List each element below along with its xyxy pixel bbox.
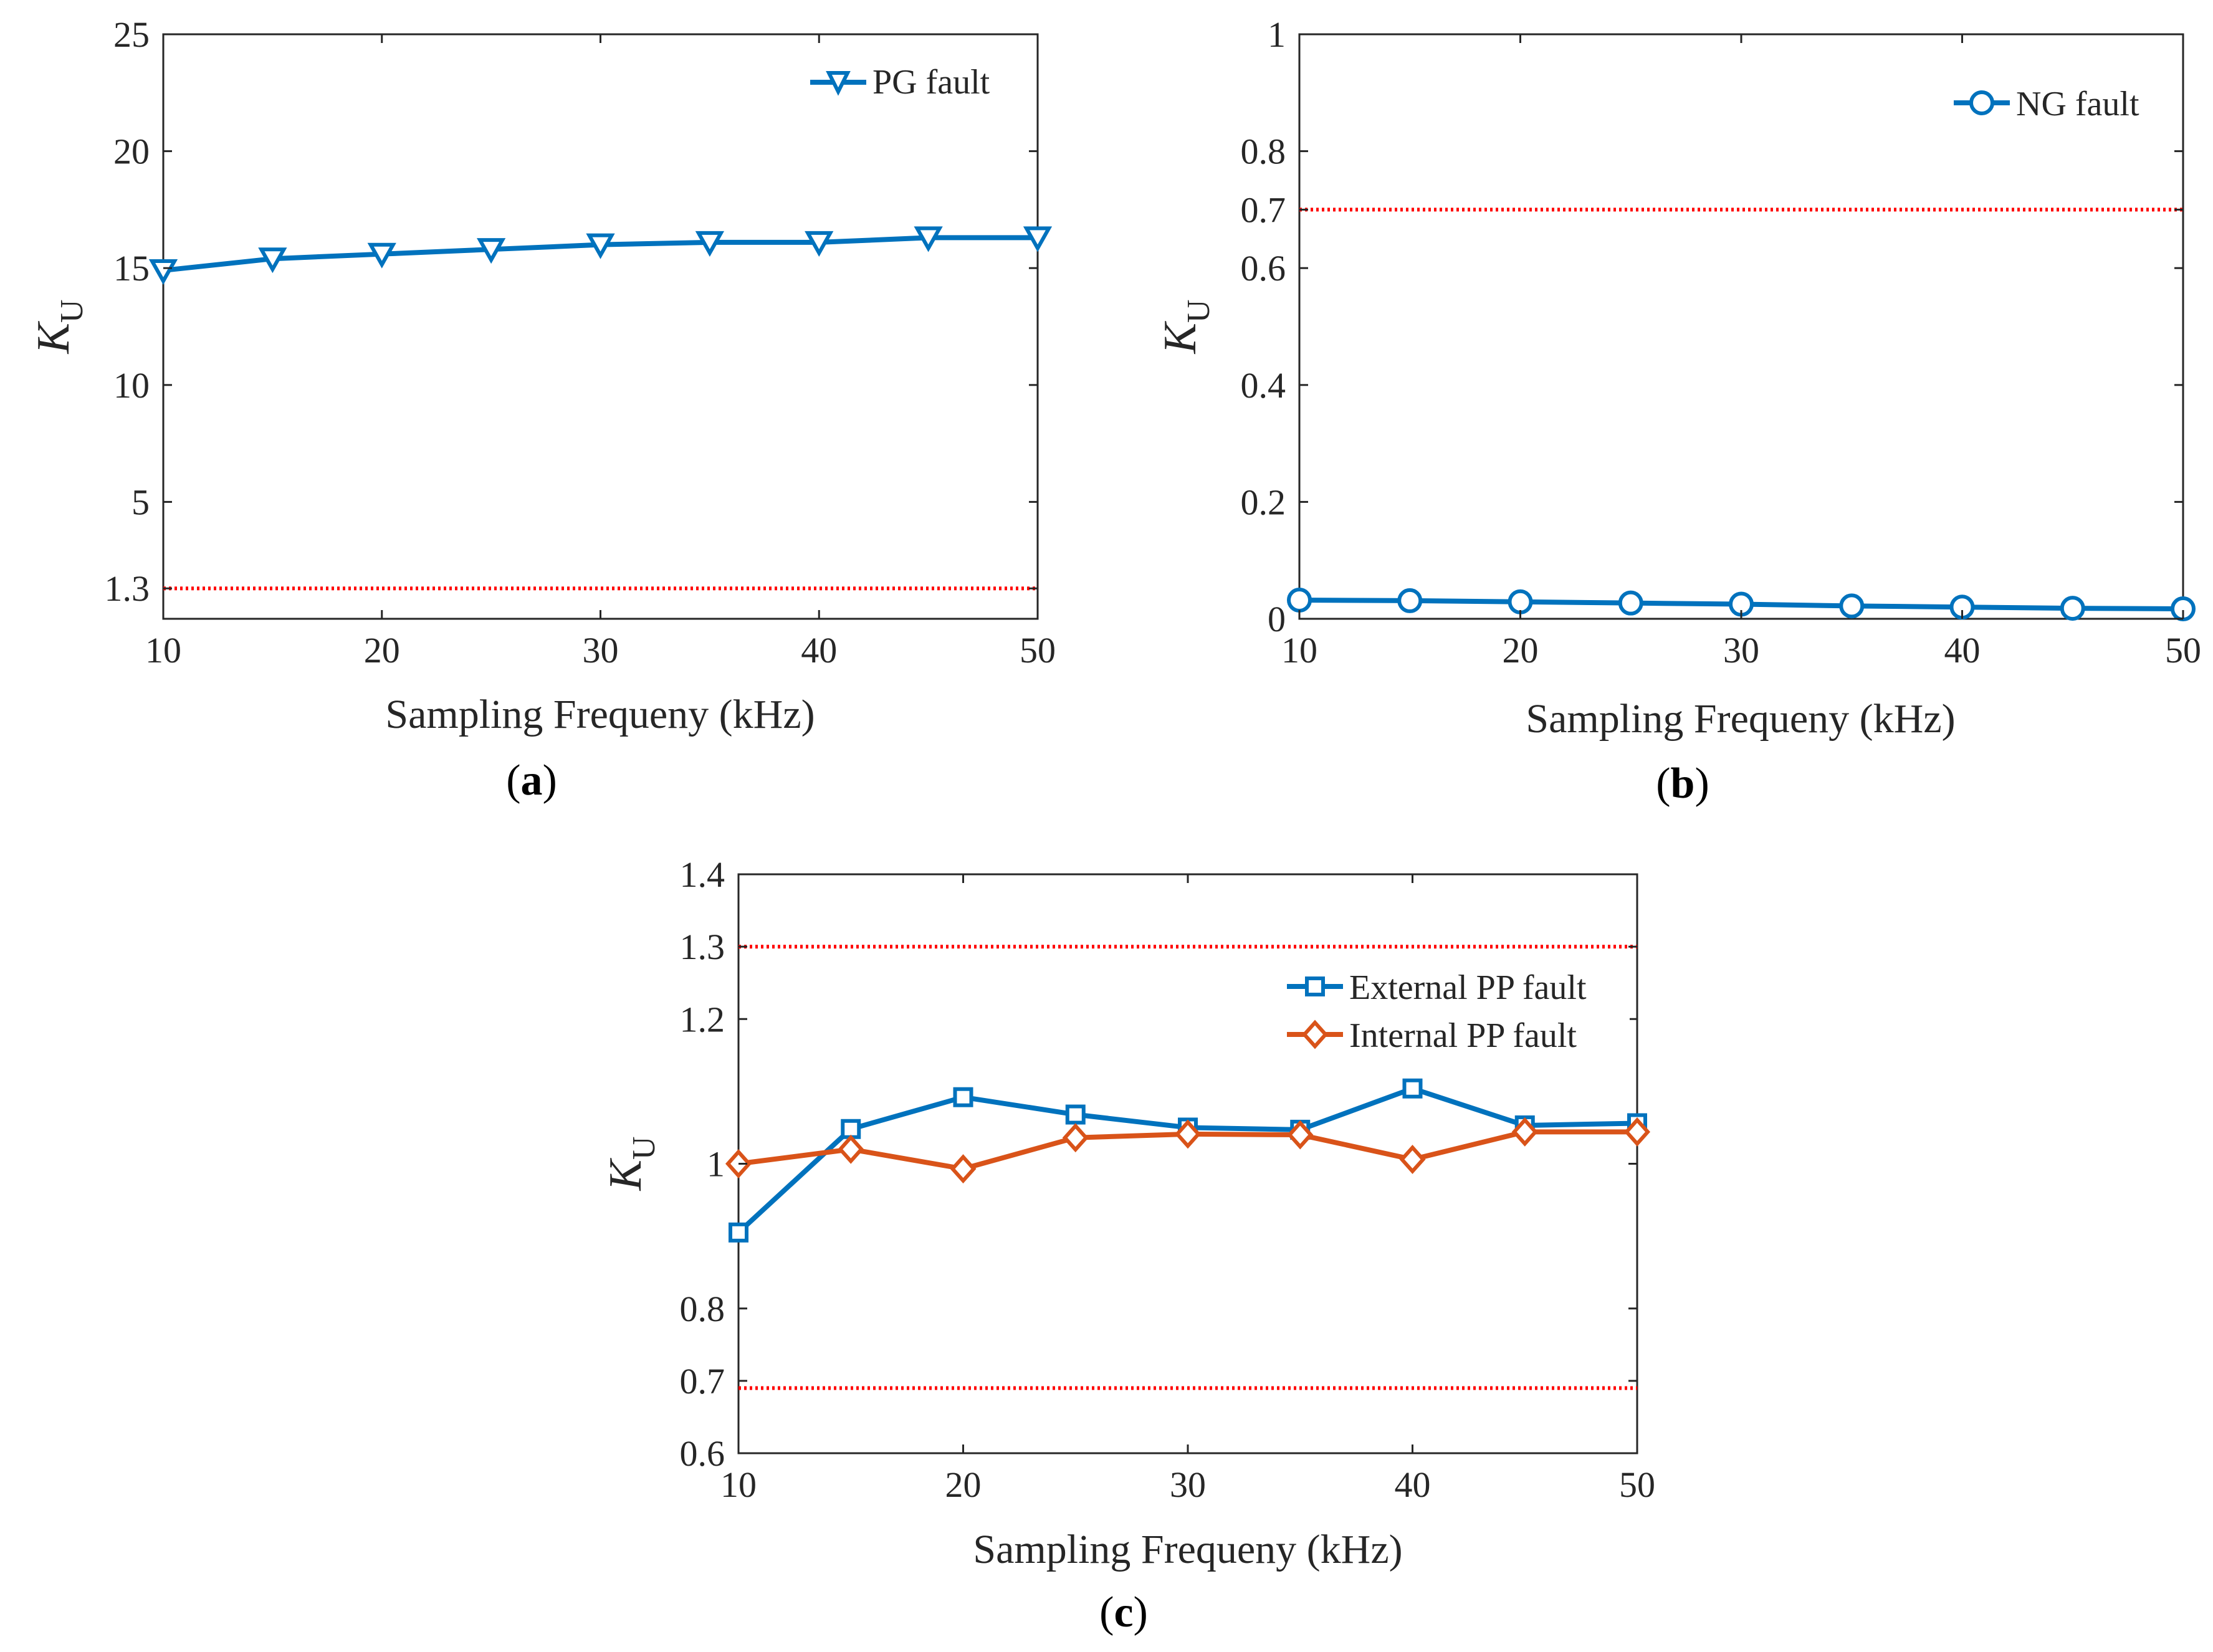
x-axis-label-a: Sampling Frequeny (kHz): [385, 692, 815, 737]
legend-label-a: PG fault: [872, 63, 990, 102]
panel-c: 10 20 30 40 50 0.6 0.7 0.8 1 1.2 1.3 1.4 Sampling …: [600, 854, 1655, 1636]
legend-box-c: [1281, 965, 1630, 1064]
y-axis-label-a: KU: [28, 300, 90, 355]
data-point-a-0: [586, 233, 615, 259]
x-tick-label-a: 10: [145, 630, 181, 671]
y-tick-label-b: 0.8: [1241, 131, 1286, 172]
data-point-c-1: [1287, 1120, 1314, 1150]
data-point-a-0: [914, 226, 943, 252]
legend-c: External PP fault Internal PP fault: [1281, 965, 1630, 1064]
data-point-c-1: [1062, 1123, 1089, 1153]
svg-text:KU: KU: [1155, 300, 1216, 355]
data-point-c-1: [838, 1134, 864, 1164]
y-tick-label-b: 0.4: [1241, 365, 1286, 406]
y-axis-label-sub-c: U: [626, 1137, 662, 1160]
data-point-c-1: [1511, 1117, 1538, 1147]
data-point-c-0: [1065, 1104, 1086, 1125]
y-tick-label-a: 1.3: [105, 568, 150, 609]
panel-label-a: (a): [506, 757, 557, 805]
y-axis-label-main-b: K: [1155, 320, 1206, 354]
data-point-b-0: [2060, 596, 2085, 621]
legend-label-external: External PP fault: [1349, 968, 1587, 1007]
data-point-a-0: [148, 259, 178, 285]
y-tick-label-c: 1.3: [680, 927, 725, 967]
y-tick-label-c: 0.8: [680, 1289, 725, 1329]
x-tick-label-c: 20: [945, 1464, 982, 1505]
y-axis-label-c: KU: [600, 1137, 662, 1191]
data-point-c-0: [1402, 1078, 1423, 1099]
y-tick-label-c: 1: [707, 1144, 725, 1185]
x-tick-label-c: 40: [1395, 1464, 1431, 1505]
panel-a: 10 20 30 40 50 1.3 5 10 15 20 25 Sampling Frequen…: [28, 14, 1056, 805]
x-axis-label-c: Sampling Frequeny (kHz): [973, 1527, 1402, 1572]
svg-text:KU: KU: [28, 300, 90, 355]
panel-b: 10 20 30 40 50 0 0.2 0.4 0.6 0.7 0.8 1 Sampling Fr…: [1155, 14, 2201, 808]
y-axis-label-sub-b: U: [1181, 300, 1216, 323]
y-tick-label-c: 0.7: [680, 1361, 725, 1401]
data-point-c-0: [953, 1087, 973, 1107]
data-point-c-1: [950, 1154, 977, 1184]
x-tick-label-b: 10: [1281, 630, 1317, 671]
x-tick-label-b: 40: [1944, 630, 1981, 671]
y-tick-label-b: 0.6: [1241, 248, 1286, 289]
data-point-a-0: [805, 231, 834, 257]
y-tick-label-a: 5: [131, 482, 150, 522]
data-point-c-1: [1623, 1117, 1651, 1147]
legend-marker-a: [826, 71, 851, 96]
x-axis-label-b: Sampling Frequeny (kHz): [1526, 696, 1955, 742]
legend-a: PG fault: [801, 59, 1022, 109]
x-tick-label-a: 40: [801, 630, 837, 671]
legend-label-internal: Internal PP fault: [1349, 1016, 1577, 1055]
y-tick-label-b: 0.7: [1241, 189, 1286, 230]
data-point-b-0: [1508, 589, 1533, 614]
x-tick-label-a: 30: [583, 630, 619, 671]
data-point-a-0: [1023, 226, 1053, 252]
y-axis-label-main-c: K: [600, 1157, 651, 1191]
y-axis-label-main-a: K: [28, 320, 79, 354]
x-tick-label-b: 20: [1503, 630, 1539, 671]
y-axis-label-b: KU: [1155, 300, 1216, 355]
x-tick-label-b: 30: [1723, 630, 1759, 671]
x-tick-label-b: 50: [2165, 630, 2201, 671]
legend-marker-b: [1969, 90, 1994, 115]
y-axis-label-sub-a: U: [54, 300, 90, 323]
legend-label-b: NG fault: [2016, 85, 2139, 123]
y-tick-label-a: 10: [113, 365, 150, 406]
y-tick-label-c: 1.2: [680, 999, 725, 1039]
panel-label-c: (c): [1099, 1588, 1148, 1636]
x-tick-label-c: 50: [1619, 1464, 1655, 1505]
y-tick-label-c: 1.4: [680, 854, 725, 895]
x-tick-label-c: 10: [720, 1464, 757, 1505]
data-point-a-0: [367, 242, 396, 269]
y-tick-label-b: 0: [1268, 599, 1286, 639]
x-tick-label-a: 50: [1020, 630, 1056, 671]
data-point-b-0: [1839, 593, 1865, 619]
panel-label-b: (b): [1656, 760, 1709, 808]
x-tick-label-a: 20: [364, 630, 400, 671]
y-tick-label-a: 25: [113, 14, 150, 55]
data-point-b-0: [1397, 588, 1423, 613]
data-point-b-0: [1287, 587, 1312, 613]
y-tick-label-b: 1: [1268, 14, 1286, 55]
data-point-a-0: [258, 247, 287, 274]
y-tick-label-a: 15: [113, 248, 150, 289]
legend-marker-internal: [1301, 1019, 1329, 1049]
y-tick-label-c: 0.6: [680, 1433, 725, 1474]
data-point-c-1: [1174, 1119, 1202, 1149]
data-point-a-0: [476, 238, 506, 264]
y-tick-label-a: 20: [113, 131, 150, 172]
legend-b: NG fault: [1944, 81, 2172, 131]
data-point-c-1: [1399, 1145, 1426, 1175]
y-tick-label-b: 0.2: [1241, 482, 1286, 522]
data-point-c-0: [729, 1222, 748, 1243]
legend-marker-external: [1305, 976, 1325, 996]
data-point-b-0: [1618, 590, 1643, 616]
x-tick-label-c: 30: [1170, 1464, 1206, 1505]
data-point-a-0: [695, 231, 725, 257]
svg-text:KU: KU: [600, 1137, 662, 1191]
